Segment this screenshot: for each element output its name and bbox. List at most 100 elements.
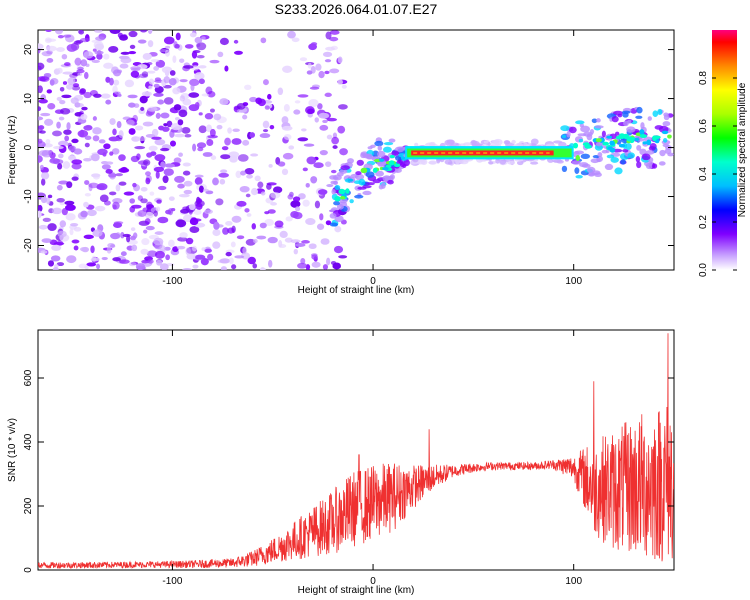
spectral-blob <box>173 157 182 164</box>
spectral-blob <box>195 254 206 260</box>
spectral-blob <box>198 185 204 193</box>
spectral-blob <box>232 128 240 133</box>
ridge-halo-blob <box>516 160 524 166</box>
spectral-blob <box>107 173 117 178</box>
spectral-blob <box>153 166 165 173</box>
spectral-blob <box>144 211 154 219</box>
spectral-blob <box>128 128 136 135</box>
spectral-blob <box>279 230 288 239</box>
spectral-blob <box>338 255 348 259</box>
spectral-blob <box>73 245 79 251</box>
spectral-blob <box>260 267 266 270</box>
ridge-halo-blob <box>580 153 591 159</box>
spectral-blob <box>56 121 61 129</box>
spectral-blob <box>119 259 130 264</box>
spectral-blob <box>96 53 103 60</box>
spectral-blob <box>219 258 231 264</box>
ridge-halo-blob <box>568 126 577 134</box>
spectral-blob <box>176 245 186 250</box>
spectral-blob <box>262 120 270 129</box>
spectral-blob <box>324 59 332 63</box>
spectral-blob <box>46 58 54 63</box>
ridge-halo-blob <box>659 149 666 157</box>
spectral-blob <box>194 72 205 81</box>
ridge-halo-blob <box>601 130 606 138</box>
spectral-blob <box>77 72 83 77</box>
spectral-blob <box>165 254 170 261</box>
spectral-blob <box>324 70 330 75</box>
ridge-halo-blob <box>613 110 623 116</box>
ridge-halo-blob <box>586 166 596 174</box>
spectral-blob <box>153 237 164 246</box>
spectral-blob <box>86 262 97 267</box>
bottom-ytick-label: 600 <box>23 369 34 386</box>
spectral-blob <box>90 153 100 162</box>
spectral-blob <box>164 163 175 168</box>
spectral-blob <box>236 102 246 110</box>
ridge-halo-blob <box>329 212 337 219</box>
spectral-blob <box>247 256 256 265</box>
spectral-blob <box>145 225 155 231</box>
ridge-halo-blob <box>387 179 394 185</box>
ridge-halo-blob <box>636 161 642 169</box>
spectral-blob <box>41 238 52 243</box>
spectral-blob <box>92 229 103 237</box>
spectral-blob <box>213 221 220 230</box>
spectral-blob <box>189 226 200 233</box>
ridge-halo-blob <box>620 159 626 165</box>
ridge-peak-blob <box>334 195 341 202</box>
spectral-blob <box>71 239 80 244</box>
ridge-halo-blob <box>459 159 464 164</box>
spectral-blob <box>322 51 333 58</box>
spectral-blob <box>154 250 165 259</box>
spectral-blob <box>80 247 87 252</box>
spectral-blob <box>337 125 346 134</box>
ridge-halo-blob <box>403 159 410 167</box>
spectral-blob <box>115 91 121 96</box>
spectral-blob <box>39 164 44 170</box>
spectral-blob <box>108 46 119 53</box>
spectral-blob <box>118 130 124 139</box>
spectral-blob <box>215 198 224 206</box>
ridge-halo-blob <box>636 144 642 151</box>
spectral-blob <box>219 98 229 106</box>
spectral-blob <box>264 218 274 226</box>
ridge-halo-blob <box>641 153 651 161</box>
spectral-blob <box>192 264 199 269</box>
spectral-blob <box>148 145 158 151</box>
spectral-blob <box>233 39 239 44</box>
spectral-blob <box>95 205 106 212</box>
spectral-blob <box>120 232 125 239</box>
spectral-blob <box>150 151 157 156</box>
ridge-peak-blob <box>609 140 615 146</box>
spectral-blob <box>193 209 202 215</box>
spectral-blob <box>62 161 71 169</box>
spectral-blob <box>56 96 62 102</box>
ridge-halo-blob <box>621 110 631 114</box>
ridge-peak-blob <box>646 139 652 146</box>
spectral-blob <box>273 186 283 194</box>
spectral-blob <box>170 207 176 212</box>
spectral-blob <box>50 77 59 85</box>
ridge-halo-blob <box>581 163 591 168</box>
ridge-halo-blob <box>662 121 671 127</box>
spectral-blob <box>118 181 127 186</box>
spectral-blob <box>66 122 71 130</box>
ridge-peak-blob <box>393 163 401 168</box>
spectral-blob <box>53 145 64 150</box>
spectral-blob <box>140 106 145 112</box>
spectral-blob <box>71 159 83 165</box>
spectral-blob <box>93 174 100 180</box>
spectral-blob <box>92 127 102 135</box>
spectral-blob <box>153 65 159 71</box>
spectral-blob <box>157 185 167 191</box>
spectral-blob <box>74 57 82 66</box>
spectral-blob <box>283 103 290 112</box>
spectral-blob <box>297 94 309 98</box>
spectral-blob <box>183 65 194 69</box>
spectral-blob <box>137 209 147 217</box>
ridge-peak-blob <box>582 142 590 146</box>
spectral-blob <box>92 116 97 121</box>
spectral-blob <box>269 124 275 130</box>
spectral-blob <box>266 183 272 190</box>
